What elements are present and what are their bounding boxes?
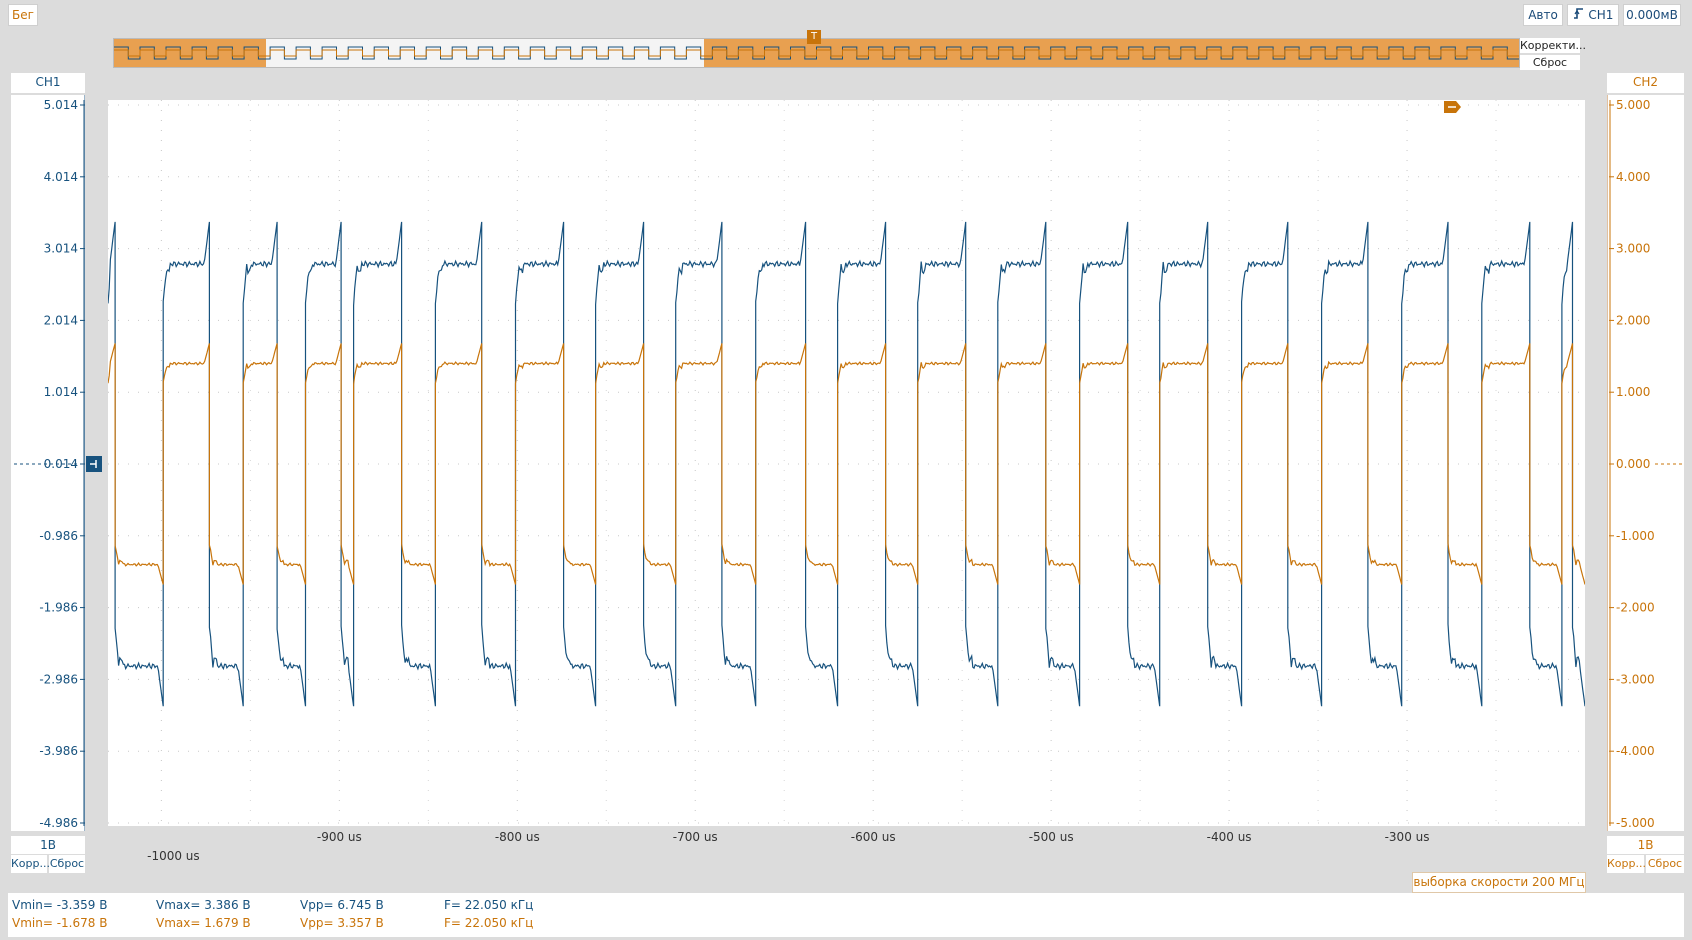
x-tick-label: -600 us [851,830,896,844]
oscilloscope-plot[interactable] [108,100,1585,826]
waveform-canvas [108,100,1585,826]
ch2-vmin: Vmin= -1.678 В [12,916,108,930]
overview-waveform [114,39,1519,67]
y-right-tick-label: -1.000 [1616,529,1655,543]
ch1-vmin: Vmin= -3.359 В [12,898,108,912]
ch2-reset-button[interactable]: Сброс [1646,855,1684,873]
trigger-source-button[interactable]: CH1 [1567,4,1619,26]
y-left-tick-label: 1.014 [44,385,78,399]
overview-ch2-trace [114,49,1519,57]
y-left-tick-label: -2.986 [39,672,78,686]
overview-reset-button[interactable]: Сброс [1520,55,1580,70]
trigger-channel-label: CH1 [1588,8,1614,22]
ch2-scale[interactable]: 1В [1607,836,1684,854]
ch1-axis-panel [11,95,85,831]
x-tick-label: -400 us [1207,830,1252,844]
overview-highlight-right [704,39,1519,67]
y-left-tick-label: -3.986 [39,744,78,758]
ch1-trace [108,221,1585,707]
ch2-vmax: Vmax= 1.679 В [156,916,251,930]
y-right-tick-label: 0.000 [1616,457,1650,471]
ch1-reset-button[interactable]: Сброс [49,855,85,873]
sample-rate-label: выборка скорости 200 МГц [1412,872,1586,893]
x-tick-label: -700 us [673,830,718,844]
ch2-freq: F= 22.050 кГц [444,916,534,930]
x-tick-label: -800 us [495,830,540,844]
ch1-offset-marker-glyph [90,460,97,468]
y-right-tick-label: -5.000 [1616,816,1655,830]
ch2-axis-panel [1607,95,1684,831]
y-left-tick-label: 4.014 [44,170,78,184]
y-left-tick-label: -4.986 [39,816,78,830]
x-tick-label: -300 us [1385,830,1430,844]
y-right-tick-label: 3.000 [1616,242,1650,256]
ch1-label[interactable]: CH1 [11,73,85,93]
run-status-button[interactable]: Бег [8,4,38,26]
waveforms [108,221,1585,707]
plot-grid [108,100,1585,826]
overview-correct-button[interactable]: Корректи... [1520,38,1586,53]
ch1-correct-button[interactable]: Корр... [11,855,50,873]
rising-edge-icon [1573,5,1585,25]
ch2-trace [108,343,1585,585]
y-left-tick-label: -1.986 [39,601,78,615]
y-left-tick-label: -0.986 [39,529,78,543]
ch2-label[interactable]: CH2 [1607,73,1684,93]
trigger-level-button[interactable]: 0.000мВ [1623,4,1681,26]
ch1-scale[interactable]: 1В [11,836,85,854]
ch1-freq: F= 22.050 кГц [444,898,534,912]
y-right-tick-label: 4.000 [1616,170,1650,184]
y-right-tick-label: 2.000 [1616,313,1650,327]
measurements-bar: Vmin= -3.359 В Vmax= 3.386 В Vpp= 6.745 … [8,893,1684,937]
x-tick-label: -1000 us [147,849,200,863]
y-left-tick-label: 2.014 [44,313,78,327]
trigger-mode-button[interactable]: Авто [1523,4,1563,26]
x-tick-label: -900 us [317,830,362,844]
y-right-tick-label: -2.000 [1616,601,1655,615]
y-left-tick-label: 3.014 [44,242,78,256]
x-tick-label: -500 us [1029,830,1074,844]
y-right-tick-label: -4.000 [1616,744,1655,758]
ch2-vpp: Vpp= 3.357 В [300,916,384,930]
y-left-tick-label: 0.014 [44,457,78,471]
y-left-tick-label: 5.014 [44,98,78,112]
y-right-tick-label: -3.000 [1616,672,1655,686]
y-right-tick-label: 1.000 [1616,385,1650,399]
overview-highlight-left [114,39,266,67]
trigger-position-marker[interactable]: T [807,30,821,44]
ch1-vpp: Vpp= 6.745 В [300,898,384,912]
ch1-vmax: Vmax= 3.386 В [156,898,251,912]
ch2-correct-button[interactable]: Корр... [1607,855,1646,873]
overview-window [266,39,704,67]
y-right-tick-label: 5.000 [1616,98,1650,112]
oscilloscope-axes: 5.014 4.014 3.014 2.014 1.014 0.014 -0.986 -1.9… [14,98,1684,863]
